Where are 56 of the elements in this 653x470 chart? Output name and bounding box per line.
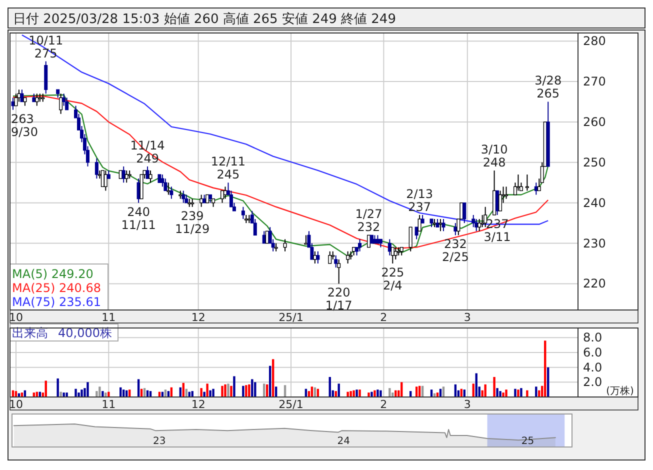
x-tick-label: 3 xyxy=(464,311,471,324)
chart-subtitle: 40,000株 xyxy=(58,326,112,340)
y-tick-label: 2.0 xyxy=(583,375,602,390)
annotation: 232 xyxy=(444,237,467,252)
annotation: 2/4 xyxy=(382,278,402,292)
y-tick-label: 6.0 xyxy=(583,345,602,360)
annotation: 12/11 xyxy=(210,154,246,169)
annotation: 248 xyxy=(482,155,506,170)
annotation: 265 xyxy=(536,86,560,101)
x-tick-label: 3 xyxy=(464,398,471,411)
y-axis-title: (万株) xyxy=(606,385,634,397)
x-tick-label: 11 xyxy=(102,311,116,324)
annotation: 220 xyxy=(327,286,350,300)
annotation: 237 xyxy=(408,200,432,214)
annotation: 3/11 xyxy=(484,230,511,244)
x-tick-label: 25 xyxy=(521,436,534,447)
annotation: 240 xyxy=(127,204,150,219)
annotation: 3/10 xyxy=(480,142,508,156)
text: MA(5) 249.20 xyxy=(12,267,94,281)
annotation: 2/13 xyxy=(406,186,434,201)
y-tick-label: 4.0 xyxy=(583,360,602,374)
annotation: 9/30 xyxy=(11,124,38,139)
annotation: 11/11 xyxy=(121,218,156,232)
annotation: 245 xyxy=(216,168,240,182)
annotation: 225 xyxy=(381,265,404,280)
y-tick-label: 280 xyxy=(583,34,606,48)
annotation: 263 xyxy=(11,112,34,126)
x-tick-label: 12 xyxy=(191,311,206,324)
x-tick-label: 11 xyxy=(102,398,116,411)
annotation: 249 xyxy=(136,151,159,166)
chart-title: 日付 2025/03/28 15:03 始値 260 高値 265 安値 249 終値 249 xyxy=(13,11,396,27)
annotation: 232 xyxy=(357,220,380,234)
y-tick-label: 8.0 xyxy=(583,330,602,345)
annotation: 275 xyxy=(34,46,58,60)
x-tick-label: 12 xyxy=(191,398,206,411)
text: MA(25) 240.68 xyxy=(12,281,101,295)
y-tick-label: 230 xyxy=(583,236,606,250)
annotation: 3/28 xyxy=(534,74,562,88)
annotation: 239 xyxy=(180,208,204,223)
x-tick-label: 23 xyxy=(153,436,166,447)
x-tick-label: 25/1 xyxy=(278,398,304,411)
annotation: 1/27 xyxy=(355,207,382,222)
x-tick-label: 2 xyxy=(380,398,388,411)
annotation: 10/11 xyxy=(28,33,64,48)
annotation: 11/29 xyxy=(175,222,210,236)
y-tick-label: 260 xyxy=(583,114,606,129)
x-tick-label: 2 xyxy=(380,311,388,324)
y-tick-label: 220 xyxy=(583,276,606,291)
y-tick-label: 240 xyxy=(583,196,606,210)
text: MA(75) 235.61 xyxy=(12,295,101,309)
y-tick-label: 250 xyxy=(583,155,606,170)
annotation: 2/25 xyxy=(442,250,469,264)
y-tick-label: 270 xyxy=(583,74,606,89)
x-tick-label: 24 xyxy=(337,436,350,447)
x-tick-label: 25/1 xyxy=(278,311,304,324)
annotation: 1/17 xyxy=(325,298,352,313)
